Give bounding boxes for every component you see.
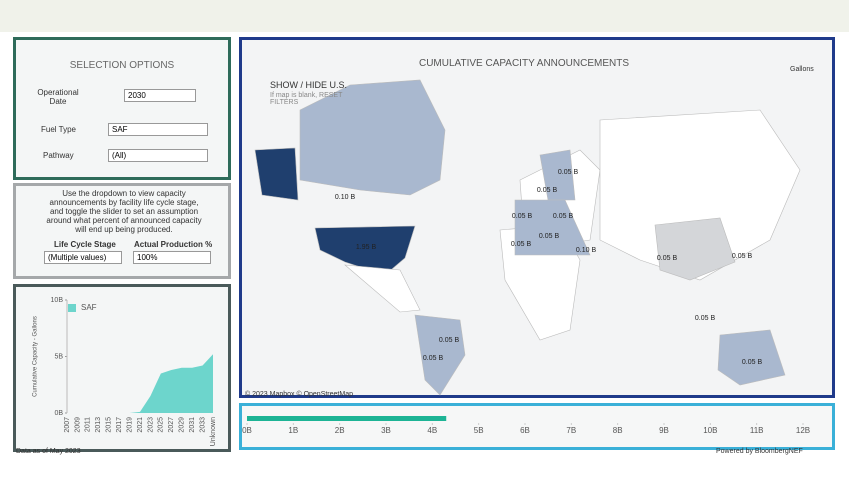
x-tick-label: 2021 [137, 417, 144, 433]
panel-title: SELECTION OPTIONS [69, 60, 175, 71]
map-label: 0.05 B [742, 359, 763, 366]
map-label: 0.05 B [657, 255, 678, 262]
attribution: © 2023 Mapbox © OpenStreetMap [245, 391, 353, 398]
map-label: 0.10 B [335, 194, 356, 201]
x-tick-label: 8B [613, 426, 623, 435]
production-dropdown[interactable]: 100% [133, 251, 211, 264]
show-hide-button[interactable]: SHOW / HIDE U.S. [270, 80, 348, 90]
map-label: 0.05 B [537, 187, 558, 194]
x-tick-label: 2019 [126, 417, 133, 433]
map-title: CUMULATIVE CAPACITY ANNOUNCEMENTS [418, 58, 630, 69]
x-tick-label: 12B [796, 426, 810, 435]
x-tick-label: 2029 [179, 417, 186, 433]
x-tick-label: 9B [659, 426, 669, 435]
bar-panel [239, 403, 835, 450]
map-label: 0.05 B [558, 169, 579, 176]
x-tick-label: 2031 [189, 417, 196, 433]
x-tick-label: 2011 [85, 417, 92, 432]
x-tick-label: 2007 [64, 417, 71, 433]
units: Gallons [790, 66, 814, 73]
map-label: 0.05 B [423, 355, 444, 362]
data-as-of: Data as of May 2023 [16, 448, 81, 455]
label: Pathway [43, 151, 74, 160]
x-tick-label: 1B [288, 426, 298, 435]
label: Actual Production % [134, 240, 213, 249]
year-dropdown[interactable]: 2030 [124, 89, 196, 102]
x-tick-label: 2009 [74, 417, 81, 433]
x-tick-label: 11B [750, 426, 764, 435]
x-tick-label: 2033 [199, 417, 206, 433]
y-tick-label: 10B [51, 297, 64, 304]
legend-swatch [68, 304, 76, 312]
bar [247, 416, 447, 421]
land [254, 79, 801, 396]
x-tick-label: 2023 [147, 417, 154, 433]
y-tick-label: 0B [54, 410, 63, 417]
x-tick-label: 4B [427, 426, 437, 435]
map-label: 0.05 B [439, 337, 460, 344]
instructions: Use the dropdown to view capacity announ… [46, 189, 202, 234]
x-tick-label: 3B [381, 426, 391, 435]
x-tick-label: Unknown [210, 417, 217, 446]
area [67, 354, 213, 413]
powered-by: Powered by BloombergNEF [716, 448, 803, 455]
x-tick-label: 2013 [95, 417, 102, 433]
fuel-dropdown[interactable]: SAF [108, 123, 208, 136]
x-tick-label: 2015 [106, 417, 113, 433]
x-tick-label: 2025 [158, 417, 165, 433]
map-label: 0.05 B [732, 253, 753, 260]
x-tick-label: 2017 [116, 417, 123, 433]
hint: If map is blank, RESET FILTERS [270, 92, 343, 106]
selection-panel: SELECTION OPTIONS Operational Date 2030 … [13, 37, 231, 180]
lifecycle-panel: Use the dropdown to view capacity announ… [13, 183, 231, 279]
map-label: 0.05 B [695, 315, 716, 322]
x-tick-label: 7B [566, 426, 576, 435]
y-tick-label: 5B [54, 353, 63, 360]
map-label: 0.10 B [576, 247, 597, 254]
map-label: 0.05 B [511, 241, 532, 248]
x-tick-label: 2B [335, 426, 345, 435]
x-tick-label: 10B [703, 426, 717, 435]
map-label: 1.95 B [356, 244, 377, 251]
map-label: 0.05 B [553, 213, 574, 220]
label: Fuel Type [41, 125, 76, 134]
stage-dropdown[interactable]: (Multiple values) [44, 251, 122, 264]
map-label: 0.05 B [512, 213, 533, 220]
y-axis-label: Cumulative Capacity - Gallons [33, 316, 39, 397]
x-tick-label: 5B [474, 426, 484, 435]
top-strip [0, 0, 849, 32]
map-label: 0.05 B [539, 233, 560, 240]
pathway-dropdown[interactable]: (All) [108, 149, 208, 162]
x-tick-label: 2027 [168, 417, 175, 433]
label: Life Cycle Stage [54, 240, 116, 249]
x-tick-label: 0B [242, 426, 252, 435]
label: Operational Date [37, 88, 79, 106]
legend-label: SAF [81, 303, 97, 312]
x-tick-label: 6B [520, 426, 530, 435]
